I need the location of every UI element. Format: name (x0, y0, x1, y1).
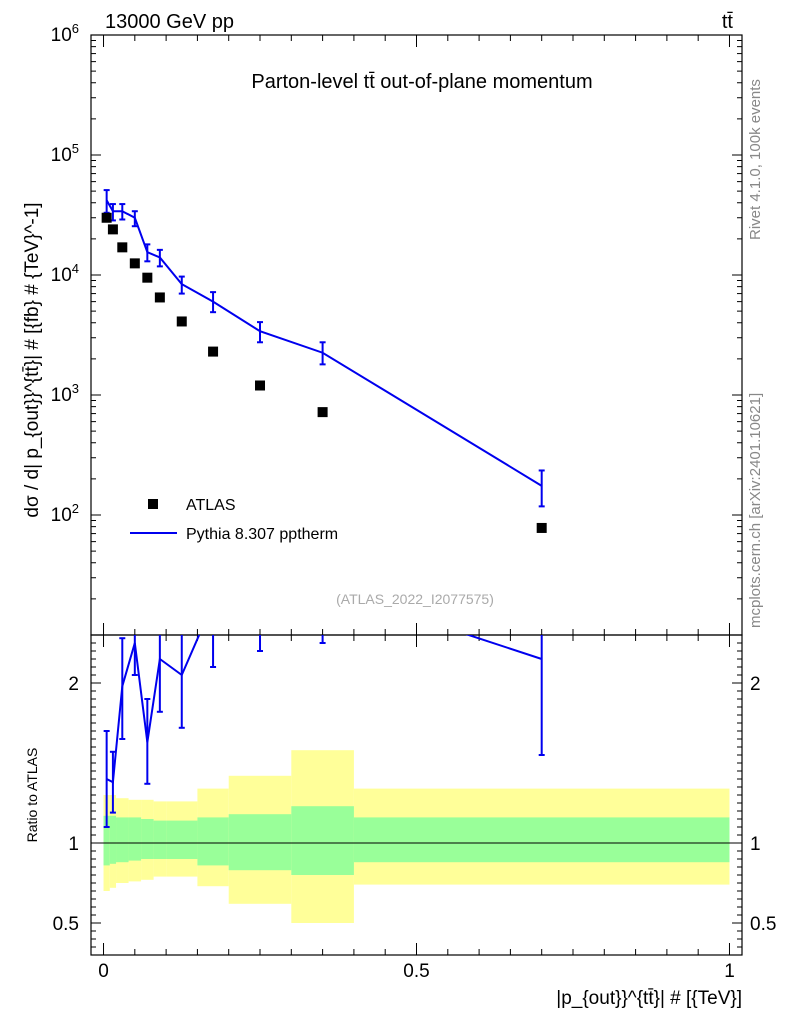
green-band-bin (197, 817, 229, 866)
rivet-info: Rivet 4.1.0, 100k events (747, 79, 764, 240)
ratio-axis-label: Ratio to ATLAS (24, 748, 40, 843)
green-band-bin (103, 815, 110, 866)
y-tick-label: 106 (51, 21, 79, 46)
ratio-axis-ticks: 0.5 0.5 1 1 2 2 (53, 634, 776, 948)
green-band-bin (153, 820, 167, 859)
ratio-tick-label-right: 1 (750, 834, 761, 855)
ratio-tick-label: 1 (68, 834, 79, 855)
atlas-point (101, 212, 112, 223)
ratio-bands (91, 750, 742, 923)
y-tick-label: 104 (51, 261, 79, 286)
y-tick-label: 103 (51, 381, 79, 406)
main-plot-frame (90, 34, 743, 636)
y-tick-base: 10 (51, 145, 72, 166)
atlas-point (142, 272, 153, 283)
energy-label: 13000 GeV pp (105, 11, 234, 33)
legend-atlas-label: ATLAS (186, 497, 236, 514)
y-tick-base: 10 (51, 505, 72, 526)
process-label: tt̄ (722, 11, 734, 33)
x-tick-label: 1 (724, 961, 735, 982)
green-band-bin (128, 817, 142, 861)
ratio-series-group (103, 635, 545, 828)
green-band-bin (141, 819, 154, 859)
green-band-bin (166, 820, 198, 859)
legend: ATLAS Pythia 8.307 pptherm (130, 497, 338, 543)
green-band-bin (228, 814, 292, 871)
atlas-point (129, 258, 140, 269)
main-data (101, 189, 547, 533)
y-tick-exponent: 6 (72, 21, 79, 36)
y-tick-exponent: 5 (72, 141, 79, 156)
green-band-bin (353, 817, 730, 863)
atlas-point (154, 292, 165, 303)
y-tick-base: 10 (51, 265, 72, 286)
analysis-id: (ATLAS_2022_I2077575) (336, 591, 494, 607)
y-tick-base: 10 (51, 25, 72, 46)
green-band-bin (291, 806, 354, 875)
green-band-bin (116, 817, 129, 863)
ratio-tick-label: 2 (68, 674, 79, 695)
atlas-point (536, 522, 547, 533)
y-axis-label: dσ / d| p_{out}}^{tt̄}| # [{fb} # {TeV}^… (22, 202, 43, 517)
y-tick-base: 10 (51, 385, 72, 406)
atlas-point (255, 380, 266, 391)
x-tick-label: 0 (98, 961, 109, 982)
atlas-point (176, 316, 187, 327)
atlas-point (107, 224, 118, 235)
chart-title: Parton-level tt̄ out-of-plane momentum (251, 71, 592, 93)
source-info: mcplots.cern.ch [arXiv:2401.10621] (747, 393, 764, 628)
x-axis-ticks: 0 0.5 1 (98, 35, 735, 982)
legend-atlas-marker (148, 499, 158, 509)
x-tick-label: 0.5 (403, 961, 429, 982)
atlas-point (317, 407, 328, 418)
ratio-data (103, 635, 545, 828)
y-tick-label: 105 (51, 141, 79, 166)
ratio-tick-label: 0.5 (53, 914, 79, 935)
y-tick-exponent: 3 (72, 381, 79, 396)
atlas-point (208, 346, 219, 357)
y-tick-exponent: 2 (72, 501, 79, 516)
x-axis-label: |p_{out}}^{tt̄}| # [{TeV}] (556, 988, 742, 1009)
y-tick-exponent: 4 (72, 261, 79, 276)
legend-pythia-label: Pythia 8.307 pptherm (186, 526, 338, 543)
green-band-bin (109, 815, 117, 864)
y-tick-label: 102 (51, 501, 79, 526)
ratio-tick-label-right: 0.5 (750, 914, 776, 935)
ratio-tick-label-right: 2 (750, 674, 761, 695)
atlas-point (117, 242, 128, 253)
